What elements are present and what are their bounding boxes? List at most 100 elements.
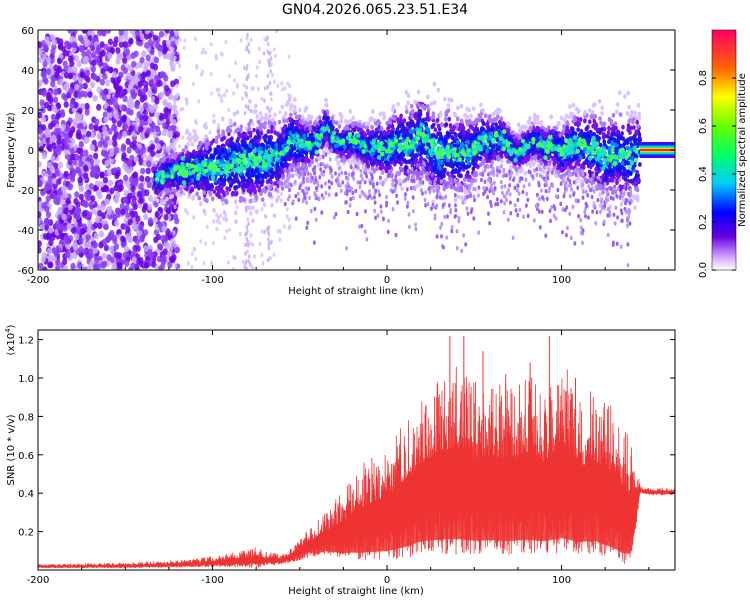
- spectrogram-cell: [55, 195, 61, 203]
- spectrogram-cell: [128, 37, 134, 45]
- spectrogram-cell: [139, 33, 145, 41]
- spectrogram-cell: [234, 210, 238, 216]
- spectrogram-cell: [130, 262, 136, 270]
- spectrogram-cell: [77, 107, 83, 115]
- spectrogram-cell: [220, 52, 224, 57]
- spectrogram-cell: [277, 174, 282, 180]
- spectrogram-cell: [263, 229, 266, 235]
- spectrogram-cell: [126, 53, 132, 61]
- spectrogram-cell: [41, 124, 47, 131]
- spectrogram-cell: [351, 115, 356, 121]
- spectrogram-cell: [256, 86, 260, 92]
- spectrogram-cell: [233, 121, 237, 127]
- spectrogram-cell: [168, 215, 172, 220]
- spectrogram-cell: [149, 78, 155, 86]
- spectrogram-cell: [143, 229, 149, 236]
- spectrogram-cell: [93, 222, 99, 229]
- spectrogram-cell: [124, 48, 130, 56]
- spectrogram-cell: [106, 169, 112, 177]
- spectrogram-cell: [266, 105, 269, 111]
- spectrogram-cell: [265, 116, 270, 122]
- spectrogram-cell: [73, 55, 80, 62]
- spectrogram-cell: [41, 90, 47, 97]
- spectrogram-cell: [251, 86, 255, 91]
- spectrogram-cell: [84, 183, 90, 191]
- spectrogram-cell: [64, 143, 70, 151]
- spectrogram-cell: [78, 193, 84, 201]
- spectrogram-cell: [39, 224, 45, 232]
- spectrogram-cell: [212, 113, 216, 119]
- spectrogram-cell: [252, 109, 256, 114]
- spectrogram-cell: [147, 117, 153, 125]
- spectrogram-cell: [203, 50, 207, 55]
- spectrogram-cell: [125, 107, 132, 115]
- spectrogram-cell: [268, 113, 272, 119]
- spectrogram-cell: [246, 217, 250, 222]
- spectrogram-cell: [178, 37, 182, 42]
- spectrogram-cell: [169, 54, 175, 62]
- spectrogram-cell: [48, 239, 54, 247]
- spectrogram-cell: [100, 262, 106, 269]
- spectrogram-cell: [74, 191, 80, 199]
- spectrogram-cell: [272, 79, 276, 84]
- spectrogram-cell: [116, 76, 122, 84]
- spectrogram-cell: [38, 246, 42, 254]
- spectrogram-cell: [121, 104, 127, 112]
- spectrogram-cell: [67, 203, 73, 211]
- spectrogram-cell: [96, 103, 102, 111]
- spectrogram-cell: [102, 73, 108, 80]
- spectrogram-cell: [289, 107, 293, 112]
- spectrogram-cell: [178, 63, 182, 68]
- spectrogram-cell: [124, 204, 130, 212]
- spectrogram-cell: [287, 54, 291, 60]
- spectrogram-cell: [202, 208, 206, 214]
- spectrogram-cell: [142, 114, 149, 122]
- spectrogram-cell: [177, 144, 181, 149]
- spectrogram-cell: [384, 177, 388, 183]
- spectrogram-cell: [91, 59, 97, 67]
- spectrogram-cell: [270, 143, 275, 149]
- spectrogram-cell: [87, 219, 93, 227]
- spectrogram-cell: [202, 190, 207, 196]
- spectrogram-cell: [135, 215, 141, 223]
- spectrogram-cell: [627, 104, 631, 110]
- spectrogram-cell: [102, 111, 108, 119]
- spectrogram-cell: [258, 242, 262, 247]
- spectrogram-cell: [254, 175, 259, 181]
- spectrogram-cell: [109, 47, 115, 54]
- spectrogram-cell: [249, 211, 252, 216]
- spectrogram-cell: [446, 102, 451, 108]
- spectrogram-cell: [263, 116, 267, 122]
- spectrogram-cell: [176, 92, 180, 97]
- spectrogram-cell: [195, 65, 199, 70]
- spectrogram-cell: [133, 155, 139, 163]
- spectrogram-cell: [142, 213, 149, 221]
- spectrogram-cell: [260, 252, 264, 258]
- spectrogram-cell: [201, 47, 205, 52]
- spectrogram-cell: [199, 239, 203, 244]
- spectrogram-cell: [65, 41, 71, 48]
- spectrogram-cell: [269, 69, 272, 74]
- spectrogram-cell: [254, 195, 259, 201]
- spectrogram-cell: [152, 34, 158, 42]
- spectrogram-cell: [125, 233, 131, 241]
- spectrogram-cell: [93, 256, 99, 264]
- spectrogram-cell: [139, 56, 145, 64]
- spectrogram-cell: [215, 226, 219, 232]
- spectrogram-cell: [51, 134, 57, 142]
- spectrogram-cell: [51, 38, 57, 46]
- spectrogram-cell: [135, 147, 141, 154]
- spectrogram-cell: [280, 87, 284, 92]
- spectrogram-cell: [226, 260, 230, 265]
- spectrogram-cell: [255, 209, 259, 215]
- spectrogram-cell: [253, 254, 257, 259]
- spectrogram-cell: [142, 203, 148, 210]
- spectrogram-cell: [476, 164, 480, 170]
- spectrogram-cell: [210, 260, 213, 266]
- spectrogram-cell: [123, 34, 129, 42]
- spectrogram-cell: [245, 104, 248, 109]
- spectrogram-cell: [478, 156, 482, 162]
- spectrogram-cell: [164, 30, 170, 34]
- spectrogram-cell: [131, 92, 137, 100]
